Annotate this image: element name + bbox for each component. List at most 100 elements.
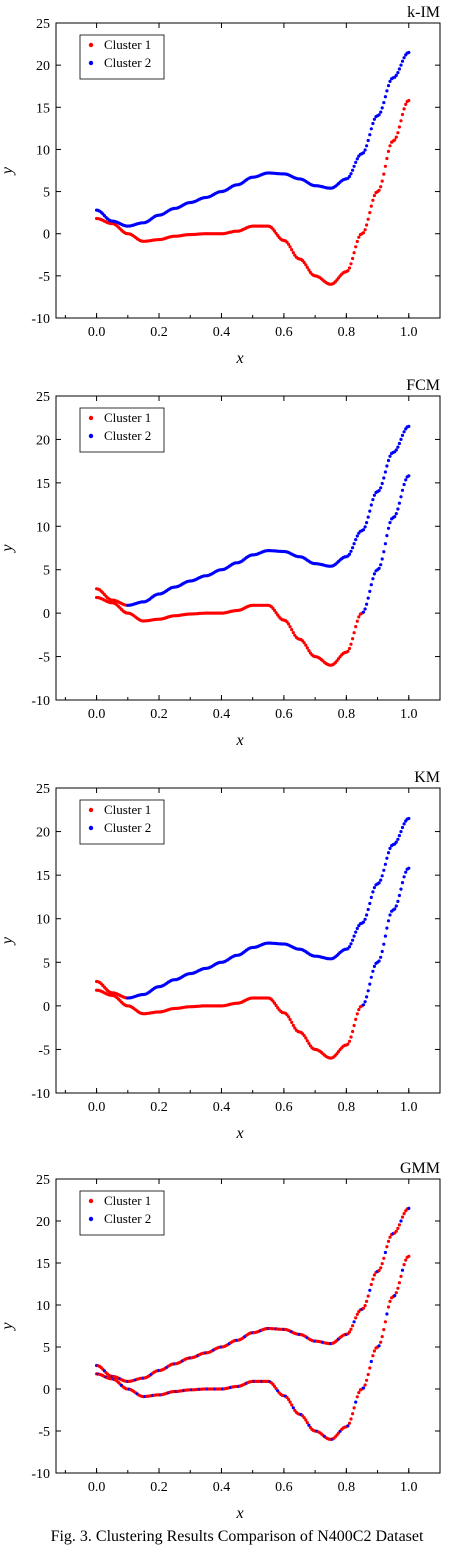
scatter-point-cluster-2: [379, 955, 383, 959]
scatter-point-cluster-2: [377, 959, 381, 963]
y-tick-label: 20: [36, 433, 50, 448]
scatter-point-cluster-1: [287, 1015, 291, 1019]
scatter-point-cluster-1: [402, 1263, 406, 1267]
x-tick-label: 1.0: [400, 325, 418, 340]
scatter-point-cluster-1: [347, 266, 352, 270]
scatter-point-cluster-2: [371, 121, 375, 126]
scatter-point-cluster-1: [349, 1327, 353, 1331]
scatter-point-cluster-1: [361, 231, 366, 235]
scatter-point-cluster-1: [407, 98, 411, 103]
scatter-point-cluster-1: [400, 1215, 405, 1219]
scatter-point-cluster-2: [346, 1424, 350, 1428]
scatter-point-cluster-2: [366, 138, 370, 143]
x-tick-label: 0.0: [88, 1100, 106, 1115]
scatter-point-cluster-2: [347, 174, 352, 179]
scatter-point-cluster-2: [369, 975, 373, 979]
scatter-point-cluster-1: [305, 1039, 309, 1043]
chart-panel-1: k-IM 0.0 0.2 0.4 0.6 0.8 1.0 -10 -5 0 5 10 15 20 25 x y C…: [0, 4, 441, 367]
scatter-point-cluster-2: [380, 481, 384, 486]
scatter-point-cluster-1: [380, 1262, 384, 1266]
scatter-point-cluster-2: [361, 151, 366, 155]
scatter-point-cluster-1: [369, 204, 373, 208]
y-tick-label: 10: [36, 913, 50, 928]
scatter-point-cluster-2: [354, 930, 358, 934]
scatter-point-cluster-2: [372, 964, 376, 969]
scatter-point-cluster-2: [393, 515, 397, 519]
x-tick-label: 0.2: [150, 1480, 168, 1495]
scatter-point-cluster-1: [357, 615, 361, 619]
y-tick-label: -5: [38, 1043, 50, 1058]
x-tick-label: 0.0: [88, 707, 106, 722]
y-tick-label: 20: [36, 1215, 50, 1230]
scatter-point-cluster-1: [274, 231, 278, 235]
scatter-point-cluster-1: [351, 1029, 355, 1034]
scatter-point-cluster-2: [380, 106, 384, 110]
scatter-point-cluster-1: [396, 131, 400, 135]
scatter-point-cluster-1: [274, 611, 278, 615]
scatter-point-cluster-1: [397, 125, 401, 129]
scatter-point-cluster-2: [363, 607, 367, 611]
scatter-point-cluster-2: [399, 1219, 403, 1223]
scatter-point-cluster-1: [347, 1421, 352, 1425]
scatter-point-cluster-2: [372, 493, 376, 497]
y-tick-label: -10: [31, 694, 50, 709]
scatter-point-cluster-2: [386, 919, 391, 923]
scatter-point-cluster-1: [407, 1254, 411, 1258]
scatter-point-cluster-2: [368, 509, 372, 513]
scatter-point-cluster-2: [404, 478, 408, 482]
plot-frame: [55, 1178, 441, 1474]
scatter-point-cluster-1: [290, 248, 294, 252]
scatter-point-cluster-2: [354, 538, 358, 542]
scatter-point-cluster-2: [379, 878, 383, 882]
scatter-point-cluster-2: [355, 157, 359, 161]
scatter-point-cluster-1: [386, 149, 391, 153]
scatter-point-cluster-2: [404, 870, 408, 874]
legend-label: Cluster 2: [104, 55, 151, 70]
scatter-point-cluster-1: [302, 1416, 306, 1420]
scatter-point-cluster-1: [346, 269, 350, 273]
x-tick-label: 1.0: [400, 707, 418, 722]
scatter-point-cluster-1: [291, 251, 295, 255]
legend-label: Cluster 1: [104, 802, 151, 817]
scatter-point-cluster-1: [355, 239, 359, 244]
scatter-point-cluster-2: [351, 546, 355, 550]
scatter-point-cluster-1: [371, 1277, 375, 1281]
scatter-point-cluster-1: [385, 1245, 389, 1249]
scatter-point-cluster-2: [349, 172, 353, 176]
scatter-point-cluster-2: [368, 901, 372, 906]
scatter-point-cluster-2: [361, 528, 366, 532]
y-tick-label: -10: [31, 1467, 50, 1482]
scatter-point-cluster-2: [394, 511, 398, 516]
legend-marker: [88, 825, 94, 831]
scatter-point-cluster-2: [379, 110, 383, 114]
scatter-point-cluster-1: [388, 1299, 392, 1303]
y-tick-label: 25: [36, 1173, 50, 1188]
scatter-point-cluster-2: [365, 602, 369, 606]
y-tick-label: 5: [43, 564, 50, 579]
scatter-point-cluster-2: [366, 515, 370, 519]
y-tick-label: 5: [43, 956, 50, 971]
scatter-point-cluster-2: [397, 501, 401, 505]
scatter-point-cluster-1: [371, 198, 375, 202]
scatter-point-cluster-1: [272, 1384, 277, 1388]
scatter-point-cluster-1: [396, 1286, 400, 1290]
x-axis-label: x: [235, 1505, 243, 1522]
scatter-point-cluster-1: [368, 1366, 372, 1370]
y-tick-label: 20: [36, 59, 50, 74]
x-tick-label: 0.0: [88, 325, 106, 340]
scatter-point-cluster-1: [380, 179, 384, 183]
scatter-point-cluster-2: [363, 148, 367, 152]
scatter-point-cluster-1: [383, 164, 387, 168]
scatter-point-cluster-2: [372, 886, 376, 890]
scatter-point-cluster-1: [365, 223, 369, 227]
scatter-point-cluster-1: [366, 1372, 370, 1377]
y-tick-label: 15: [36, 869, 50, 884]
scatter-point-cluster-2: [400, 488, 405, 492]
scatter-point-cluster-1: [288, 1400, 292, 1404]
scatter-point-cluster-1: [274, 1387, 278, 1391]
scatter-point-cluster-1: [352, 1406, 356, 1410]
scatter-point-cluster-1: [352, 251, 356, 255]
scatter-point-cluster-2: [380, 557, 384, 561]
scatter-point-cluster-1: [372, 194, 376, 198]
plot-frame: [55, 22, 441, 319]
